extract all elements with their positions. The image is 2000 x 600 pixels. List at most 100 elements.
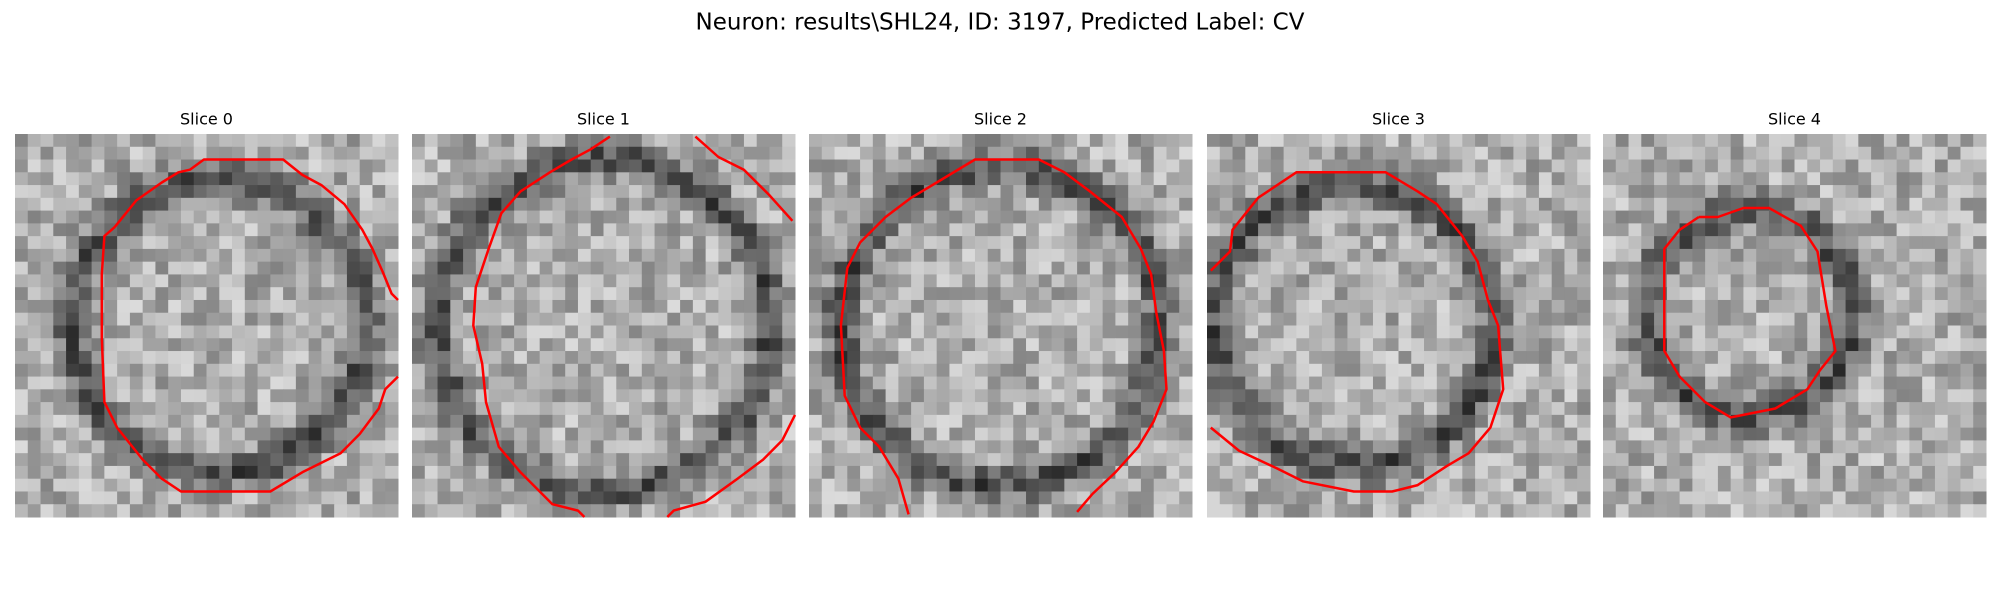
pixel	[847, 440, 861, 454]
pixel	[359, 363, 373, 378]
pixel	[1309, 223, 1323, 237]
pixel	[936, 453, 950, 467]
pixel	[1424, 325, 1438, 339]
pixel	[91, 491, 105, 505]
pixel	[15, 274, 29, 288]
pixel	[1654, 440, 1668, 454]
pixel	[590, 185, 604, 199]
pixel	[1858, 440, 1872, 454]
pixel	[1487, 172, 1502, 186]
pixel	[641, 312, 656, 326]
pixel	[1845, 146, 1859, 161]
pixel	[412, 389, 426, 403]
pixel	[1064, 159, 1078, 173]
pixel	[834, 299, 848, 314]
pixel	[475, 504, 490, 518]
pixel	[1794, 312, 1808, 326]
pixel	[526, 440, 541, 454]
pixel	[27, 274, 42, 288]
pixel	[1166, 325, 1180, 339]
pixel	[1385, 402, 1399, 416]
pixel	[847, 287, 861, 301]
pixel	[1960, 159, 1974, 173]
pixel	[308, 146, 322, 161]
pixel	[654, 210, 668, 224]
pixel	[180, 287, 195, 301]
pixel	[885, 363, 899, 378]
pixel	[1270, 389, 1285, 403]
pixel	[27, 427, 42, 441]
pixel	[463, 146, 477, 161]
pixel	[206, 287, 220, 301]
pixel	[501, 325, 515, 339]
pixel	[1038, 338, 1053, 352]
pixel	[1089, 159, 1104, 173]
pixel	[1385, 478, 1399, 492]
pixel	[680, 159, 694, 173]
pixel	[705, 185, 719, 199]
pixel	[104, 338, 118, 352]
pixel	[974, 389, 989, 403]
pixel	[1013, 274, 1027, 288]
pixel	[1219, 261, 1234, 275]
pixel	[1756, 274, 1770, 288]
pixel	[1296, 504, 1310, 518]
pixel	[1232, 172, 1246, 186]
pixel	[1102, 223, 1116, 237]
pixel	[1360, 299, 1374, 314]
pixel	[1258, 389, 1272, 403]
pixel	[1411, 287, 1425, 301]
pixel	[412, 453, 426, 467]
pixel	[1641, 299, 1655, 314]
pixel	[1258, 172, 1272, 186]
pixel	[1781, 427, 1795, 441]
pixel	[219, 172, 233, 186]
pixel	[872, 159, 887, 173]
pixel	[501, 185, 515, 199]
pixel	[654, 312, 668, 326]
pixel	[1013, 389, 1027, 403]
pixel	[1051, 389, 1065, 403]
pixel	[1385, 376, 1399, 390]
pixel	[1513, 197, 1527, 212]
pixel	[1360, 248, 1374, 263]
pixel	[180, 414, 195, 429]
pixel	[936, 223, 950, 237]
pixel	[1947, 338, 1961, 352]
pixel	[1424, 172, 1438, 186]
pixel	[680, 453, 694, 467]
pixel	[1347, 210, 1361, 224]
pixel	[667, 261, 681, 275]
pixel	[1717, 478, 1732, 492]
pixel	[27, 299, 42, 314]
pixel	[769, 414, 783, 429]
pixel	[974, 338, 989, 352]
pixel	[1845, 248, 1859, 263]
pixel	[1347, 236, 1361, 250]
pixel	[129, 414, 144, 429]
pixel	[1896, 274, 1910, 288]
pixel	[809, 440, 823, 454]
pixel	[1051, 440, 1065, 454]
pixel	[180, 351, 195, 365]
pixel	[1513, 146, 1527, 161]
pixel	[1026, 134, 1040, 148]
pixel	[1743, 134, 1757, 148]
pixel	[129, 440, 144, 454]
pixel	[1309, 376, 1323, 390]
pixel	[53, 440, 67, 454]
pixel	[450, 478, 464, 492]
pixel	[1347, 248, 1361, 263]
pixel	[1140, 504, 1155, 518]
pixel	[1334, 414, 1348, 429]
pixel	[450, 312, 464, 326]
pixel	[450, 159, 464, 173]
pixel	[1717, 236, 1732, 250]
pixel	[1309, 427, 1323, 441]
pixel	[1666, 325, 1681, 339]
pixel	[1270, 223, 1285, 237]
pixel	[270, 210, 284, 224]
pixel	[1500, 159, 1514, 173]
pixel	[718, 134, 732, 148]
pixel	[1038, 440, 1053, 454]
